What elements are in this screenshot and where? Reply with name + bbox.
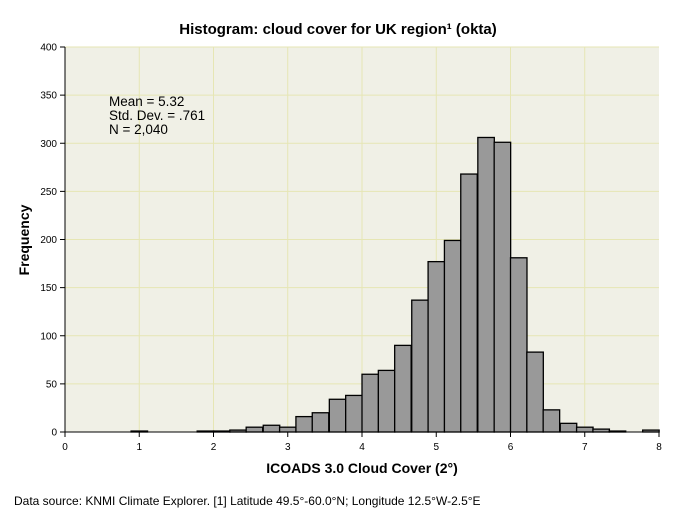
- histogram-bar: [394, 344, 412, 433]
- histogram-bar: [526, 351, 544, 433]
- histogram-bar: [493, 141, 512, 433]
- y-tick-label: 300: [40, 139, 57, 150]
- histogram-bar: [345, 394, 363, 433]
- x-tick-label: 6: [508, 442, 514, 453]
- y-tick-label: 350: [40, 91, 57, 102]
- data-source-footnote: Data source: KNMI Climate Explorer. [1] …: [14, 494, 481, 508]
- histogram-bar: [377, 369, 396, 433]
- histogram-bar: [278, 426, 297, 433]
- x-tick-label: 8: [656, 442, 662, 453]
- x-axis-label: ICOADS 3.0 Cloud Cover (2°): [266, 460, 458, 476]
- y-tick-label: 400: [40, 43, 57, 54]
- histogram-bar: [460, 173, 478, 433]
- histogram-bar: [328, 398, 347, 433]
- histogram-bar: [477, 136, 495, 433]
- y-tick-label: 200: [40, 235, 57, 246]
- y-tick-label: 50: [46, 379, 58, 390]
- x-tick-label: 5: [433, 442, 439, 453]
- x-axis-ticks: 0 1 2 3 4 5 6 7 8: [62, 432, 662, 453]
- histogram-bar: [262, 424, 281, 433]
- histogram-bar: [295, 415, 314, 433]
- y-axis-ticks: 0 50 100 150 200 250 300 350 400: [40, 43, 65, 439]
- histogram-bar: [509, 257, 528, 433]
- x-tick-label: 4: [359, 442, 365, 453]
- histogram-bar: [575, 426, 594, 433]
- y-tick-label: 150: [40, 283, 57, 294]
- histogram-bar: [311, 412, 330, 433]
- histogram-bar: [427, 260, 446, 433]
- histogram-bar: [361, 373, 380, 433]
- x-tick-label: 2: [211, 442, 217, 453]
- histogram-bar: [411, 299, 429, 433]
- x-tick-label: 7: [582, 442, 588, 453]
- x-tick-label: 1: [136, 442, 142, 453]
- y-tick-label: 250: [40, 187, 57, 198]
- stats-line: Std. Dev. = .761: [109, 108, 205, 123]
- histogram-bar: [559, 422, 578, 433]
- chart-title: Histogram: cloud cover for UK region¹ (o…: [179, 21, 497, 38]
- histogram-bar: [443, 239, 462, 433]
- y-tick-label: 0: [51, 428, 57, 439]
- stats-line: N = 2,040: [109, 122, 168, 137]
- y-axis-label: Frequency: [16, 204, 32, 275]
- histogram-bar: [542, 409, 561, 433]
- x-tick-label: 0: [62, 442, 68, 453]
- x-tick-label: 3: [285, 442, 291, 453]
- grid-lines: [65, 46, 659, 432]
- histogram-bar: [245, 426, 264, 433]
- stats-line: Mean = 5.32: [109, 94, 184, 109]
- histogram-chart: Histogram: cloud cover for UK region¹ (o…: [16, 21, 662, 476]
- y-tick-label: 100: [40, 331, 57, 342]
